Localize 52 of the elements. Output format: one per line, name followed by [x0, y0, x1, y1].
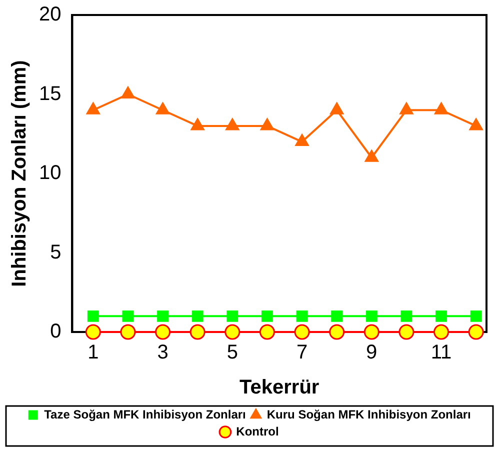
x-tick-label: 9	[366, 342, 378, 364]
point	[226, 118, 240, 130]
point	[294, 324, 310, 340]
y-tick-label: 20	[38, 4, 62, 26]
point	[364, 150, 378, 162]
point	[400, 310, 412, 322]
point	[190, 324, 206, 340]
point	[192, 310, 204, 322]
point	[468, 324, 484, 340]
x-tick-label: 5	[226, 342, 238, 364]
y-tick-label: 0	[50, 320, 62, 343]
point	[398, 324, 414, 340]
point	[155, 324, 171, 340]
point	[261, 310, 273, 322]
point	[295, 134, 309, 146]
point	[329, 324, 345, 340]
point	[436, 310, 447, 322]
point	[87, 310, 99, 322]
point	[364, 324, 380, 340]
point	[121, 86, 135, 98]
x-tick-label: 7	[296, 342, 308, 364]
point	[157, 310, 168, 322]
point	[259, 324, 275, 340]
point	[400, 102, 414, 114]
legend-label: Kuru Soğan MFK Inhibisyon Zonları	[266, 407, 471, 422]
x-axis-title: Tekerrür	[240, 376, 320, 399]
point	[86, 102, 100, 114]
y-tick-label: 5	[50, 241, 62, 264]
point	[470, 310, 482, 322]
point	[433, 324, 449, 340]
point	[224, 324, 240, 340]
point	[434, 102, 448, 114]
legend-label: Kontrol	[236, 424, 279, 438]
y-axis-title: Inhibisyon Zonları (mm)	[8, 60, 31, 287]
point	[469, 118, 483, 130]
x-tick-label: 11	[430, 342, 452, 364]
point	[190, 118, 204, 130]
point	[122, 310, 134, 322]
point	[260, 118, 274, 130]
y-tick-label: 10	[38, 162, 62, 184]
y-tick-label: 15	[38, 82, 62, 105]
x-tick-label: 3	[157, 342, 168, 364]
point	[226, 310, 238, 322]
point	[296, 310, 308, 322]
legend-label: Taze Soğan MFK Inhibisyon Zonları	[44, 407, 246, 422]
point	[120, 324, 136, 340]
point	[331, 310, 343, 322]
point	[85, 324, 101, 340]
point	[330, 102, 344, 114]
point	[156, 102, 170, 114]
x-tick-label: 1	[88, 342, 99, 364]
point	[366, 310, 378, 322]
